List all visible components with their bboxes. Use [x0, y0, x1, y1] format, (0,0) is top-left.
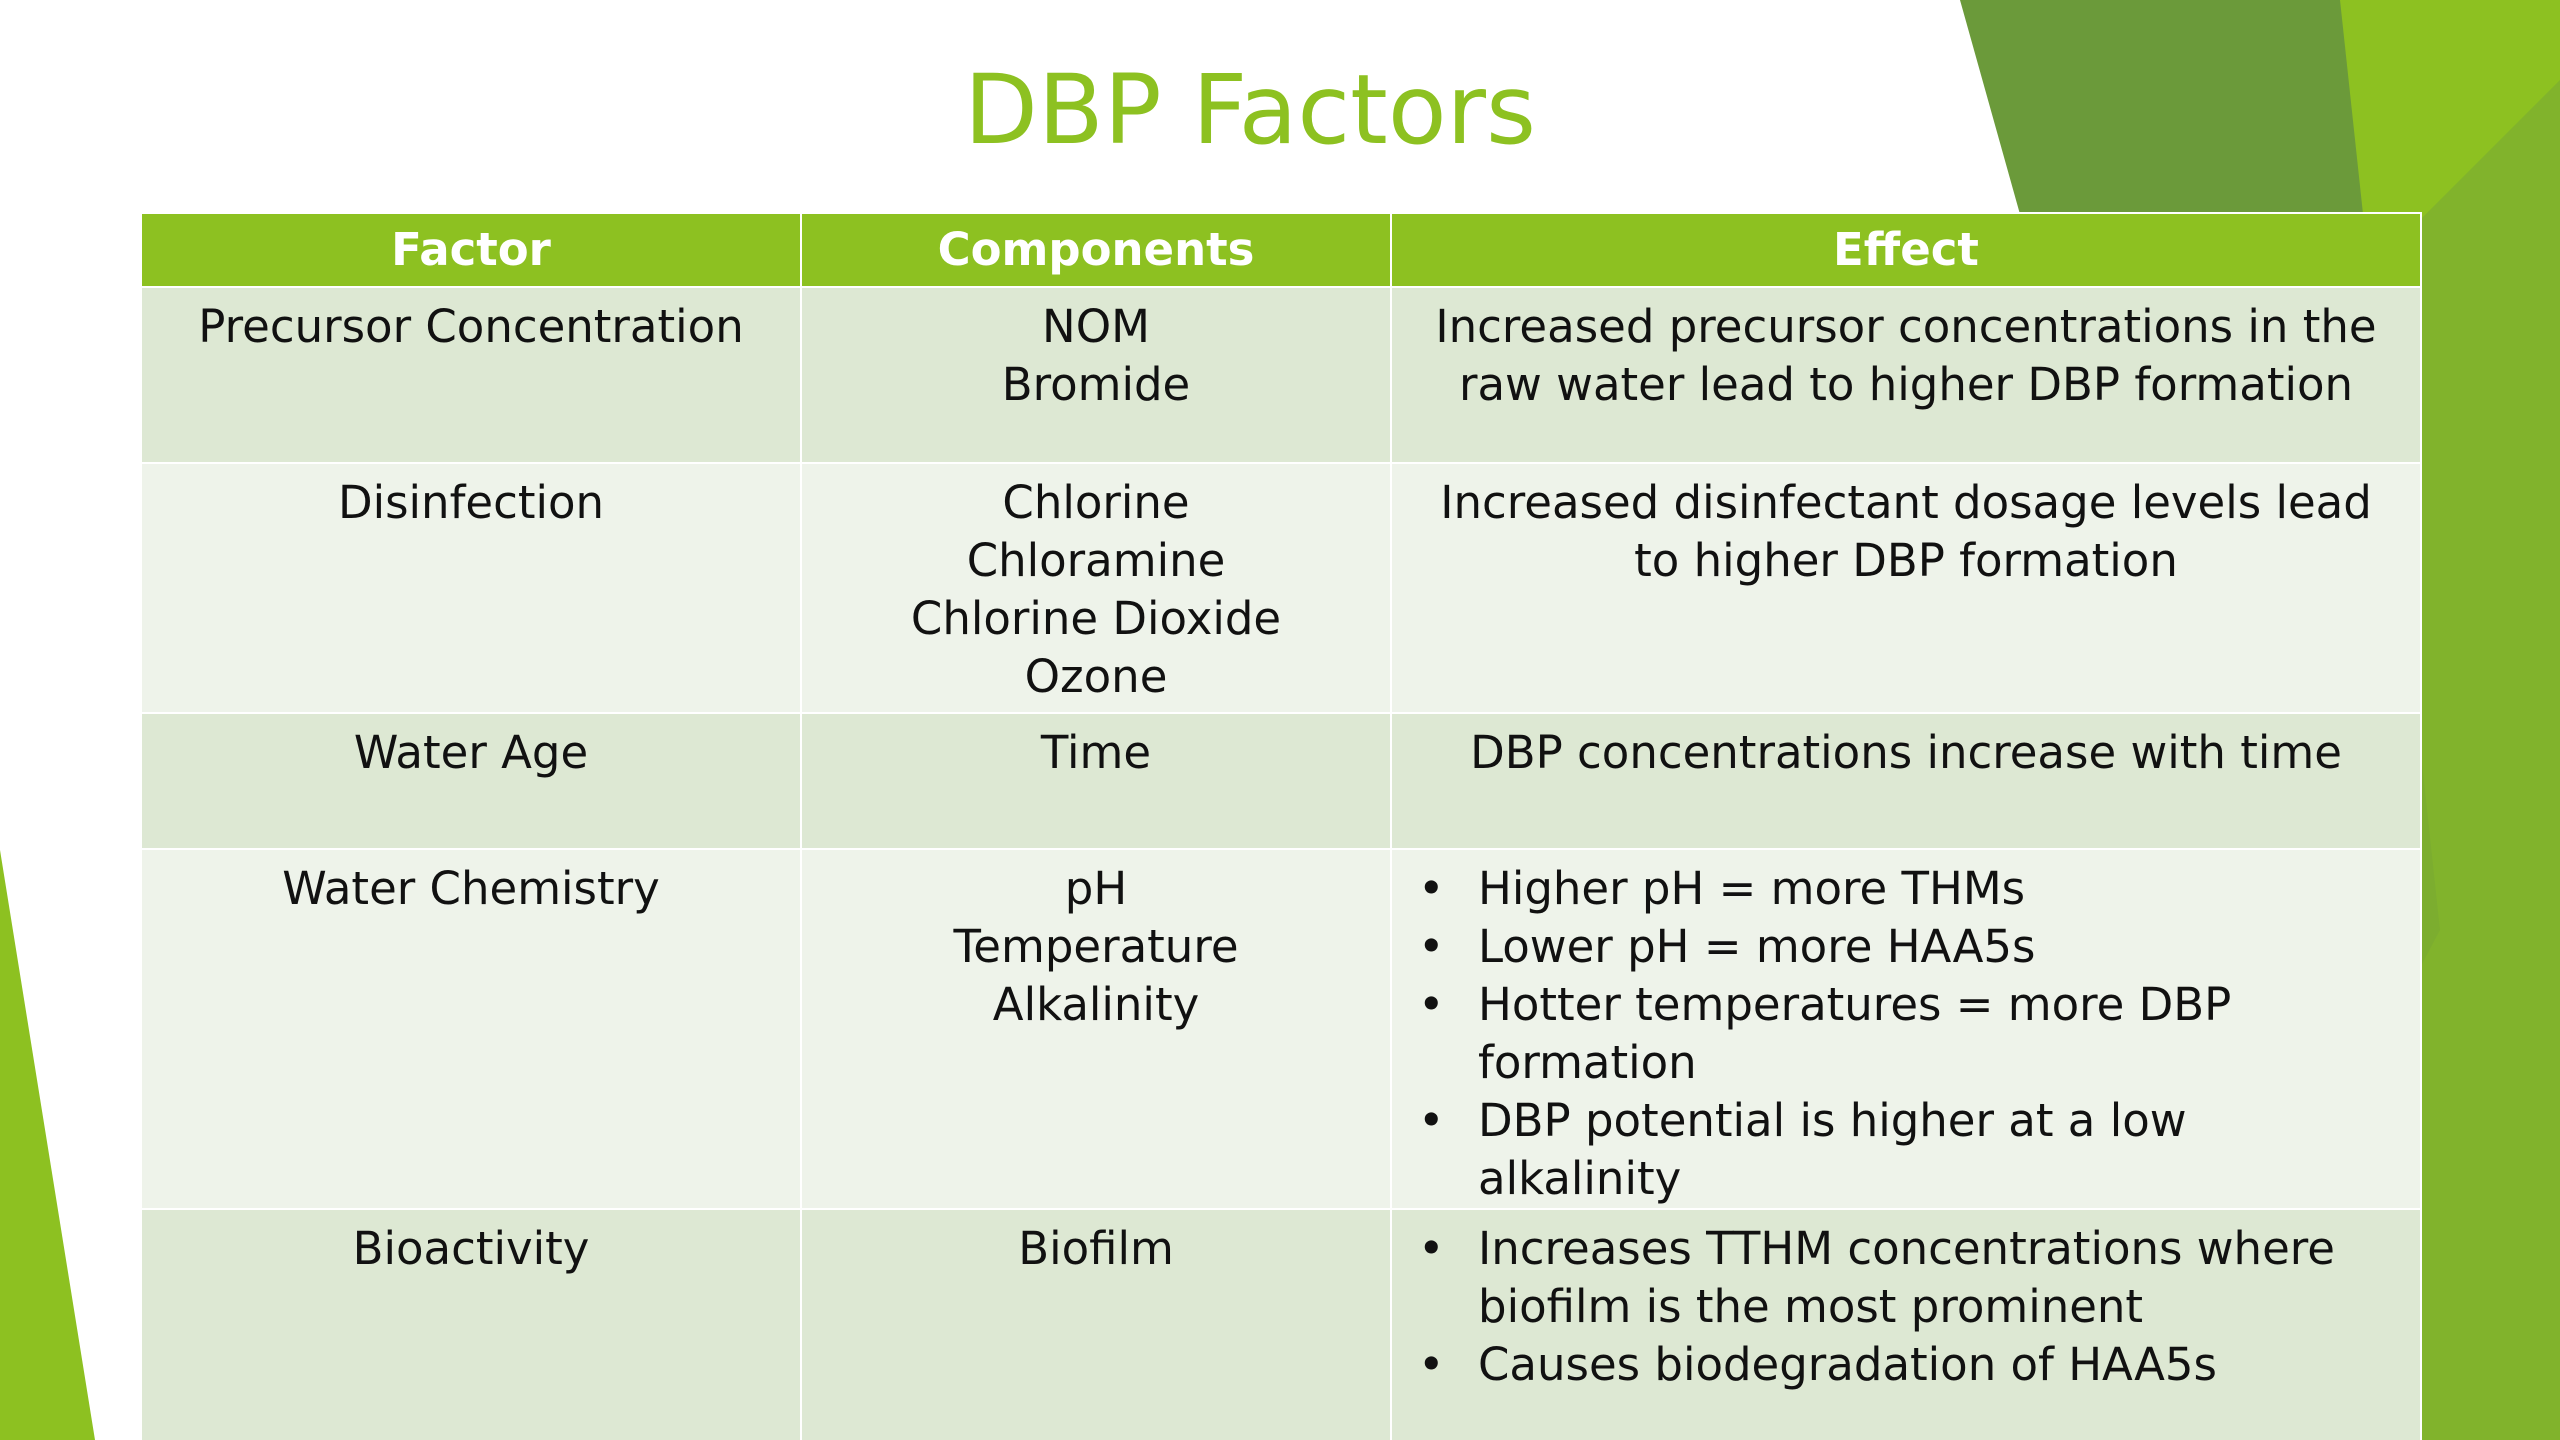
effect-bullet: Higher pH = more THMs	[1412, 860, 2400, 918]
component-item: Chlorine	[1002, 476, 1190, 529]
component-item: Biofilm	[1018, 1222, 1174, 1275]
factor-cell: Water Age	[140, 712, 802, 850]
component-item: Bromide	[1001, 358, 1191, 411]
effect-cell: Increased precursor concentrations in th…	[1390, 286, 2422, 464]
component-item: Ozone	[1024, 650, 1168, 703]
components-cell: NOM Bromide	[800, 286, 1392, 464]
effect-cell: Higher pH = more THMs Lower pH = more HA…	[1390, 848, 2422, 1210]
effect-text: DBP concentrations increase with time	[1470, 726, 2342, 779]
table-row: Disinfection Chlorine Chloramine Chlorin…	[140, 462, 2422, 714]
deco-left	[0, 850, 95, 1440]
effect-cell: Increased disinfectant dosage levels lea…	[1390, 462, 2422, 714]
effect-cell: DBP concentrations increase with time	[1390, 712, 2422, 850]
header-effect: Effect	[1390, 212, 2422, 288]
effect-cell: Increases TTHM concentrations where biof…	[1390, 1208, 2422, 1440]
slide-title: DBP Factors	[963, 54, 1537, 166]
effect-bullet: Lower pH = more HAA5s	[1412, 918, 2400, 976]
component-item: Chloramine	[966, 534, 1226, 587]
header-components: Components	[800, 212, 1392, 288]
factor-cell: Water Chemistry	[140, 848, 802, 1210]
effect-bullet-list: Higher pH = more THMs Lower pH = more HA…	[1392, 860, 2420, 1208]
components-cell: Biofilm	[800, 1208, 1392, 1440]
component-item: NOM	[1042, 300, 1150, 353]
effect-bullet-list: Increases TTHM concentrations where biof…	[1392, 1220, 2420, 1394]
factor-cell: Precursor Concentration	[140, 286, 802, 464]
table-row: Bioactivity Biofilm Increases TTHM conce…	[140, 1208, 2422, 1440]
component-item: Time	[1040, 726, 1152, 779]
factor-cell: Bioactivity	[140, 1208, 802, 1440]
table-row: Precursor Concentration NOM Bromide Incr…	[140, 286, 2422, 464]
table-row: Water Age Time DBP concentrations increa…	[140, 712, 2422, 850]
header-factor: Factor	[140, 212, 802, 288]
effect-bullet: Hotter temperatures = more DBP formation	[1412, 976, 2400, 1092]
component-item: Temperature	[953, 920, 1239, 973]
factors-table: Factor Components Effect Precursor Conce…	[140, 212, 2422, 1440]
effect-text: Increased disinfectant dosage levels lea…	[1440, 476, 2372, 587]
component-item: Chlorine Dioxide	[910, 592, 1282, 645]
effect-text: Increased precursor concentrations in th…	[1435, 300, 2377, 411]
components-cell: Time	[800, 712, 1392, 850]
effect-bullet: DBP potential is higher at a low alkalin…	[1412, 1092, 2400, 1208]
effect-bullet: Increases TTHM concentrations where biof…	[1412, 1220, 2400, 1336]
effect-bullet: Causes biodegradation of HAA5s	[1412, 1336, 2400, 1394]
components-cell: pH Temperature Alkalinity	[800, 848, 1392, 1210]
table-row: Water Chemistry pH Temperature Alkalinit…	[140, 848, 2422, 1210]
components-cell: Chlorine Chloramine Chlorine Dioxide Ozo…	[800, 462, 1392, 714]
component-item: pH	[1064, 862, 1128, 915]
factor-cell: Disinfection	[140, 462, 802, 714]
component-item: Alkalinity	[992, 978, 1200, 1031]
table-header-row: Factor Components Effect	[140, 212, 2422, 288]
